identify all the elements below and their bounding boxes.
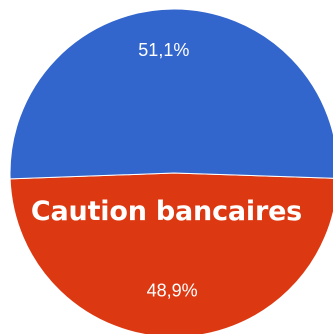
chart-annotation: Caution bancaires bbox=[30, 196, 303, 227]
pie-slices bbox=[9, 8, 333, 334]
pie-slice-2 bbox=[9, 8, 333, 180]
pie-slice-1 bbox=[9, 172, 333, 334]
pie-slice-label-1: 48,9% bbox=[147, 280, 198, 300]
pie-slice-labels: 48,9% 51,1% bbox=[138, 40, 197, 300]
pie-slice-label-2: 51,1% bbox=[138, 40, 189, 60]
